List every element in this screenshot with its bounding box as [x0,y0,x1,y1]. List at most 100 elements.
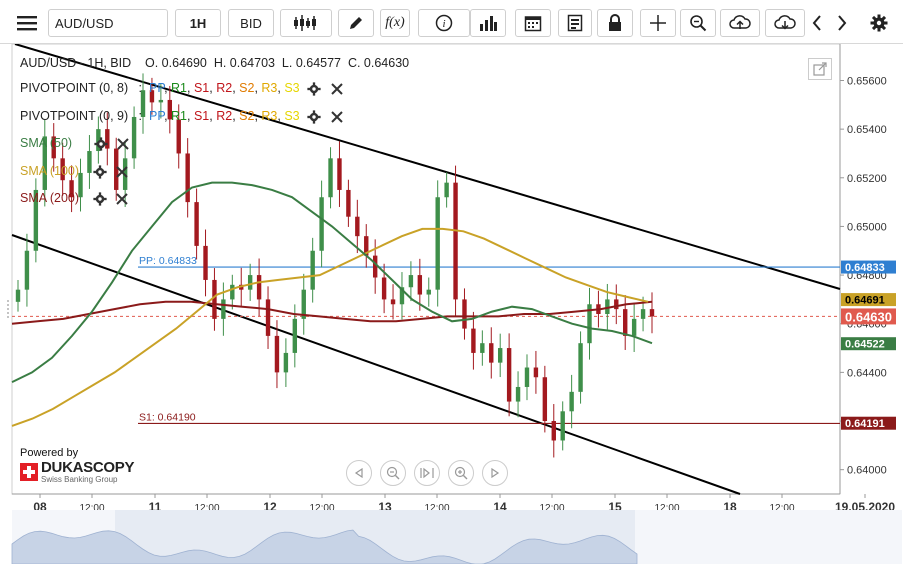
toolbar: AUD/USD 1H BID f(x) i [0,0,903,44]
indicators-button[interactable]: f(x) [380,9,410,37]
zoom-button[interactable] [680,9,716,37]
candle-body [614,299,619,310]
gear-icon[interactable] [307,82,321,96]
candle [158,83,164,119]
scroll-left-button[interactable] [805,9,829,37]
nav-forward-button[interactable] [482,460,508,486]
nav-zoom-out-button[interactable] [380,460,406,486]
gear-icon[interactable] [307,110,321,124]
upload-button[interactable] [720,9,760,37]
candle [390,284,396,320]
navigator-series [11,529,638,564]
candles-button[interactable] [280,9,332,37]
candle-body [560,411,565,441]
download-button[interactable] [765,9,805,37]
candle [346,179,351,227]
candle [256,258,262,316]
candle-body [587,304,592,344]
gear-icon[interactable] [92,192,107,206]
y-tick-label: 0.64400 [847,367,887,379]
scroll-right-button[interactable] [830,9,854,37]
candle [417,258,423,311]
period-button[interactable]: 1H [175,9,221,37]
gear-icon[interactable] [93,137,108,151]
candle-body [212,279,217,319]
download-icon [774,15,796,30]
settings-button[interactable] [865,9,893,37]
lock-button[interactable] [597,9,633,37]
price-chart[interactable]: 0.640000.642000.644000.646000.648000.650… [0,44,903,564]
info-button[interactable]: i [418,9,470,37]
candle [515,371,521,418]
drawing-button[interactable] [338,9,374,37]
candle-body [355,216,360,237]
candle-body [51,136,56,159]
close-icon[interactable] [330,82,343,95]
candle-body [605,299,610,314]
nav-zoom-in-button[interactable] [448,460,474,486]
candle-body [274,335,280,373]
zoom-in-icon [454,466,468,480]
candle-body [381,277,387,300]
candle [319,180,324,268]
candle [435,180,440,307]
candle [364,224,369,268]
sma200-legend: SMA (200) [20,191,128,206]
close-icon[interactable] [117,137,129,150]
candle [69,165,74,213]
sma100-legend: SMA (100) [20,164,128,179]
candle-body [578,343,583,392]
candle [542,365,548,433]
candle-body [319,197,324,251]
nav-back-button[interactable] [346,460,372,486]
close-icon[interactable] [116,192,128,205]
calendar-button[interactable] [515,9,551,37]
close-icon[interactable] [116,165,128,178]
bars-button[interactable] [470,9,506,37]
candle-body [203,245,208,280]
pivot-1-s2: S2 [239,81,255,95]
candle-body [417,275,423,295]
menu-button[interactable] [10,9,44,37]
candle [355,199,360,254]
candle [105,112,110,166]
candle [283,338,289,387]
candle [408,261,414,302]
symbol-select[interactable]: AUD/USD [48,9,168,37]
pivot-2-s3: S3 [284,109,300,123]
candle [42,119,47,207]
report-button[interactable] [558,9,592,37]
powered-by-label: Powered by [20,447,79,459]
sma50-label: SMA (50) [20,136,73,150]
candle [24,233,30,307]
nav-fit-button[interactable] [414,460,440,486]
zoom-out-icon [386,466,400,480]
lock-icon [609,14,621,31]
candle [247,263,253,301]
x-tick-label: 12:00 [194,503,219,514]
candle-body [533,367,539,378]
pivot-1-r2: R2 [216,81,233,95]
candle [265,286,271,349]
function-icon: f(x) [385,15,405,30]
candle [87,135,92,189]
side-button[interactable]: BID [228,9,274,37]
candle-body [524,367,530,387]
candle-body [453,182,458,300]
candle-body [399,287,405,305]
candle [426,277,431,307]
expand-button[interactable] [808,58,832,80]
candle-body [301,289,306,319]
candle-body [497,348,503,363]
bars-icon [480,16,497,31]
crosshair-button[interactable] [640,9,676,37]
candle [310,237,315,303]
candle [212,268,217,331]
close-icon[interactable] [330,110,343,123]
candle [51,123,56,172]
chart-area[interactable]: 0.640000.642000.644000.646000.648000.650… [0,44,903,564]
gear-icon[interactable] [92,165,107,179]
x-tick-label: 12:00 [79,503,104,514]
candle-body [114,148,119,190]
sma50-price-badge-bg [841,337,896,351]
